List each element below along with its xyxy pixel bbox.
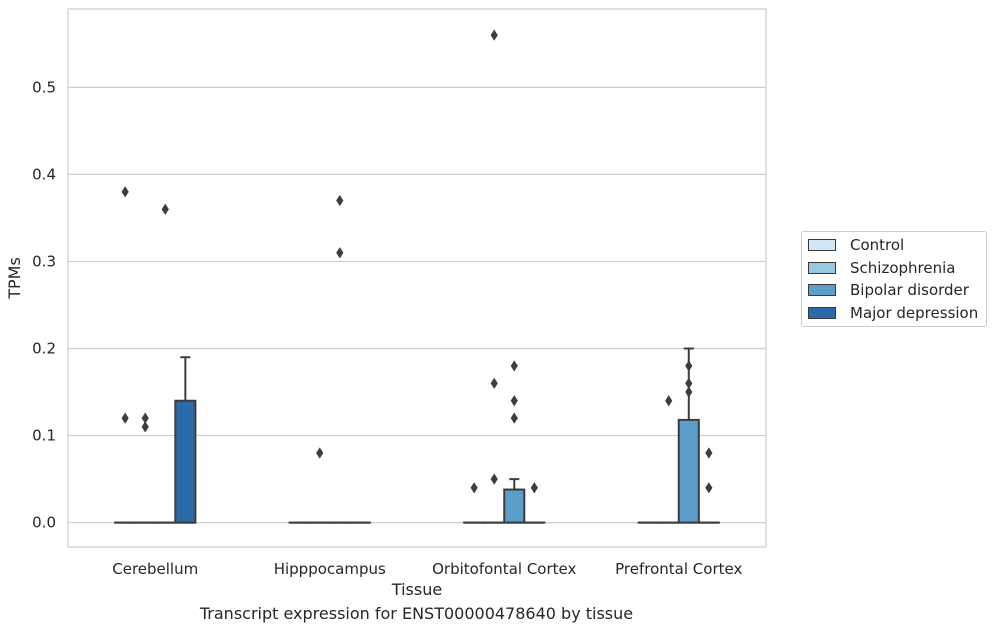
chart-caption: Transcript expression for ENST0000047864… bbox=[199, 604, 634, 623]
outlier-point bbox=[141, 412, 149, 424]
box-bipolar-disorder bbox=[154, 203, 177, 524]
y-tick-label: 0.0 bbox=[32, 514, 56, 532]
y-gridlines bbox=[68, 86, 766, 524]
legend-swatch bbox=[808, 239, 836, 251]
outlier-point bbox=[705, 482, 713, 494]
plot-frame bbox=[67, 8, 767, 548]
legend-swatch bbox=[808, 261, 836, 274]
x-tick-label: Orbitofontal Cortex bbox=[432, 560, 576, 578]
box-schizophrenia bbox=[483, 29, 506, 524]
legend-label: Bipolar disorder bbox=[850, 281, 969, 299]
x-tick-labels: Cerebellum Hipppocampus Orbitofontal Corte… bbox=[112, 560, 742, 578]
outlier-point bbox=[685, 386, 693, 398]
box-bipolar-disorder bbox=[677, 347, 700, 524]
legend-item: Schizophrenia bbox=[808, 258, 955, 278]
box-bipolar-disorder bbox=[328, 194, 351, 524]
outlier-point bbox=[161, 203, 169, 215]
outlier-point bbox=[121, 412, 129, 424]
x-tick-label: Prefrontal Cortex bbox=[615, 560, 742, 578]
x-tick-label: Hipppocampus bbox=[274, 560, 386, 578]
outlier-point bbox=[685, 360, 693, 372]
y-tick-label: 0.5 bbox=[32, 78, 56, 96]
y-tick-label: 0.1 bbox=[32, 427, 56, 445]
legend-item: Major depression bbox=[808, 303, 978, 323]
outlier-point bbox=[490, 377, 498, 389]
x-tick-label: Cerebellum bbox=[112, 560, 198, 578]
outlier-point bbox=[685, 377, 693, 389]
outlier-point bbox=[490, 29, 498, 41]
y-tick-label: 0.2 bbox=[32, 340, 56, 358]
box-series bbox=[114, 29, 720, 524]
outlier-point bbox=[705, 447, 713, 459]
y-tick-label: 0.3 bbox=[32, 252, 56, 270]
box-control bbox=[463, 482, 486, 524]
legend-label: Major depression bbox=[850, 303, 979, 322]
legend-swatch bbox=[808, 306, 836, 319]
box-schizophrenia bbox=[657, 395, 680, 524]
y-tick-labels: 0.0 0.1 0.2 0.3 0.4 0.5 bbox=[32, 78, 56, 531]
y-axis-label: TPMs bbox=[5, 257, 24, 300]
box-body bbox=[174, 399, 197, 524]
box-schizophrenia bbox=[134, 412, 157, 524]
outlier-point bbox=[510, 360, 518, 372]
box-control bbox=[114, 186, 137, 524]
legend-label: Control bbox=[850, 236, 905, 254]
outlier-point bbox=[490, 473, 498, 485]
outlier-point bbox=[470, 482, 478, 494]
legend: Control Schizophrenia Bipolar disorder Majo… bbox=[801, 231, 987, 327]
outlier-point bbox=[510, 412, 518, 424]
outlier-point bbox=[336, 194, 344, 207]
legend-swatch bbox=[808, 284, 836, 296]
box-major-depression bbox=[523, 482, 546, 524]
box-major-depression bbox=[697, 447, 720, 524]
legend-label: Schizophrenia bbox=[850, 258, 956, 277]
y-tick-label: 0.4 bbox=[32, 165, 56, 183]
outlier-point bbox=[316, 447, 324, 459]
box-major-depression bbox=[174, 356, 197, 524]
box-schizophrenia bbox=[308, 447, 331, 524]
outlier-point bbox=[336, 247, 344, 259]
outlier-point bbox=[510, 395, 518, 407]
legend-item: Control bbox=[808, 235, 904, 255]
outlier-point bbox=[121, 186, 129, 198]
outlier-point bbox=[530, 482, 538, 494]
x-axis-label: Tissue bbox=[391, 580, 442, 599]
box-plot-chart: 0.0 0.1 0.2 0.3 0.4 0.5 Cerebellum Hipppocampu… bbox=[5, 8, 767, 599]
box-body bbox=[503, 488, 526, 524]
legend-item: Bipolar disorder bbox=[808, 280, 969, 300]
box-bipolar-disorder bbox=[503, 360, 526, 524]
box-body bbox=[677, 418, 700, 524]
outlier-point bbox=[665, 395, 673, 407]
outlier-point bbox=[141, 421, 149, 433]
